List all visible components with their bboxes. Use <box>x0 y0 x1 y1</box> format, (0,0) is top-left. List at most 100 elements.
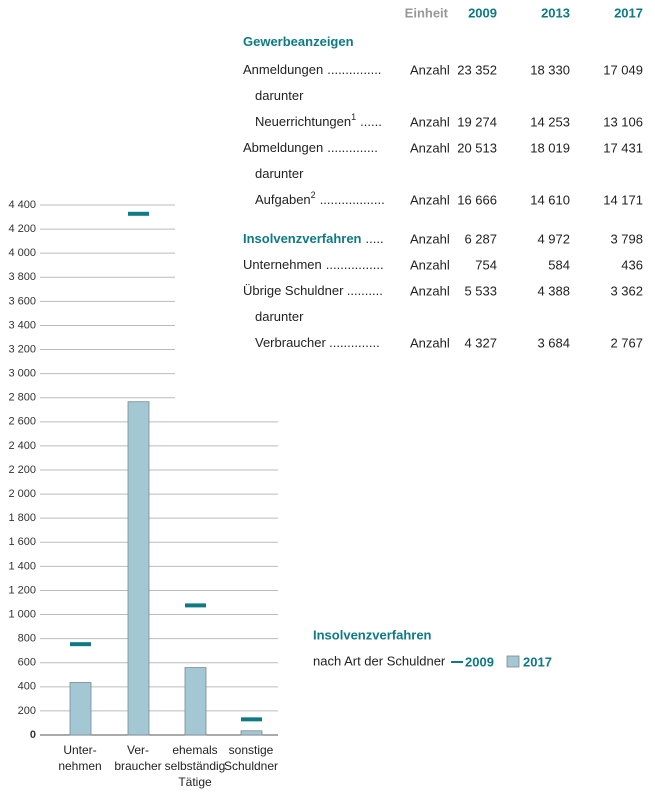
x-tick-label: ehemals <box>172 743 217 757</box>
y-tick-label: 4 200 <box>8 223 36 235</box>
x-tick-label: selbständig <box>165 759 226 773</box>
leader: .......... <box>347 283 383 298</box>
x-tick-label: Unter- <box>63 743 96 757</box>
cell: 5 533 <box>464 283 497 298</box>
y-tick-label: 3 400 <box>8 319 36 331</box>
y-tick-label: 1 600 <box>8 536 36 548</box>
label: Anmeldungen <box>243 62 323 77</box>
y-tick-label: 2 400 <box>8 440 36 452</box>
y-tick-label: 2 600 <box>8 416 36 428</box>
unit: Anzahl <box>410 231 450 246</box>
y-tick-label: 4 400 <box>8 199 36 211</box>
y-tick-label: 0 <box>30 729 36 741</box>
label: darunter <box>255 309 304 324</box>
unit: Anzahl <box>410 114 450 129</box>
label: darunter <box>255 166 304 181</box>
column-header: 2009 <box>468 5 497 20</box>
cell: 20 513 <box>457 140 497 155</box>
cell: 4 388 <box>537 283 570 298</box>
legend-label: 2017 <box>523 654 552 669</box>
y-tick-label: 200 <box>18 705 36 717</box>
x-tick-label: Ver- <box>127 743 149 757</box>
row-label: darunter <box>255 166 304 181</box>
y-tick-label: 400 <box>18 681 36 693</box>
y-tick-label: 800 <box>18 633 36 645</box>
row-label: Unternehmen................ <box>243 257 384 272</box>
row-label: Aufgaben2.................. <box>255 190 385 207</box>
row-label: Gewerbeanzeigen <box>243 34 354 49</box>
cell: 17 049 <box>603 62 643 77</box>
y-tick-label: 1 200 <box>8 584 36 596</box>
column-header: Einheit <box>405 5 449 20</box>
cell: 13 106 <box>603 114 643 129</box>
row-label: Anmeldungen............... <box>243 62 381 77</box>
unit: Anzahl <box>410 257 450 272</box>
label: Insolvenzverfahren <box>243 231 362 246</box>
unit: Anzahl <box>410 62 450 77</box>
cell: 14 610 <box>530 192 570 207</box>
label: Aufgaben <box>255 192 311 207</box>
leader: ..... <box>366 231 384 246</box>
y-tick-label: 4 000 <box>8 247 36 259</box>
x-tick-label: sonstige <box>229 743 274 757</box>
x-tick-label: Schuldner <box>224 759 278 773</box>
cell: 16 666 <box>457 192 497 207</box>
marker <box>128 211 149 216</box>
leader: .............. <box>327 140 378 155</box>
y-tick-label: 2 000 <box>8 488 36 500</box>
row-label: Übrige Schuldner.......... <box>243 283 383 298</box>
y-tick-label: 3 000 <box>8 368 36 380</box>
bar <box>127 401 150 736</box>
label: Verbraucher <box>255 335 326 350</box>
column-header: 2013 <box>541 5 570 20</box>
leader: ...... <box>360 114 382 129</box>
cell: 754 <box>475 257 497 272</box>
leader: .............. <box>329 335 380 350</box>
cell: 17 431 <box>603 140 643 155</box>
bar <box>184 667 207 736</box>
row-label: Neuerrichtungen1...... <box>255 112 382 129</box>
label: Übrige Schuldner <box>243 283 344 298</box>
marker <box>241 717 262 722</box>
cell: 3 362 <box>610 283 643 298</box>
footnote: 1 <box>351 112 356 122</box>
chart-title: Insolvenzverfahren <box>313 627 432 642</box>
x-tick-label: braucher <box>114 759 161 773</box>
label: Neuerrichtungen <box>255 114 351 129</box>
cell: 18 330 <box>530 62 570 77</box>
leader: .................. <box>320 192 385 207</box>
y-tick-label: 1 800 <box>8 512 36 524</box>
chart-subtitle: nach Art der Schuldner <box>313 653 446 668</box>
cell: 18 019 <box>530 140 570 155</box>
cell: 3 798 <box>610 231 643 246</box>
cell: 19 274 <box>457 114 497 129</box>
y-tick-label: 2 200 <box>8 464 36 476</box>
column-header: 2017 <box>614 5 643 20</box>
cell: 2 767 <box>610 335 643 350</box>
y-tick-label: 3 600 <box>8 295 36 307</box>
unit: Anzahl <box>410 192 450 207</box>
label: darunter <box>255 88 304 103</box>
row-label: Insolvenzverfahren..... <box>243 231 384 246</box>
cell: 14 171 <box>603 192 643 207</box>
y-tick-label: 3 200 <box>8 343 36 355</box>
label: Gewerbeanzeigen <box>243 34 354 49</box>
marker <box>70 642 91 647</box>
leader: ................ <box>326 257 384 272</box>
cell: 584 <box>548 257 570 272</box>
x-tick-label: Tätige <box>178 775 212 789</box>
cell: 23 352 <box>457 62 497 77</box>
unit: Anzahl <box>410 283 450 298</box>
label: Abmeldungen <box>243 140 323 155</box>
legend-label: 2009 <box>465 654 494 669</box>
cell: 436 <box>621 257 643 272</box>
y-tick-label: 2 800 <box>8 392 36 404</box>
cell: 4 972 <box>537 231 570 246</box>
y-tick-label: 600 <box>18 657 36 669</box>
cell: 6 287 <box>464 231 497 246</box>
row-label: Abmeldungen.............. <box>243 140 378 155</box>
x-tick-label: nehmen <box>58 759 101 773</box>
unit: Anzahl <box>410 335 450 350</box>
footnote: 2 <box>311 190 316 200</box>
